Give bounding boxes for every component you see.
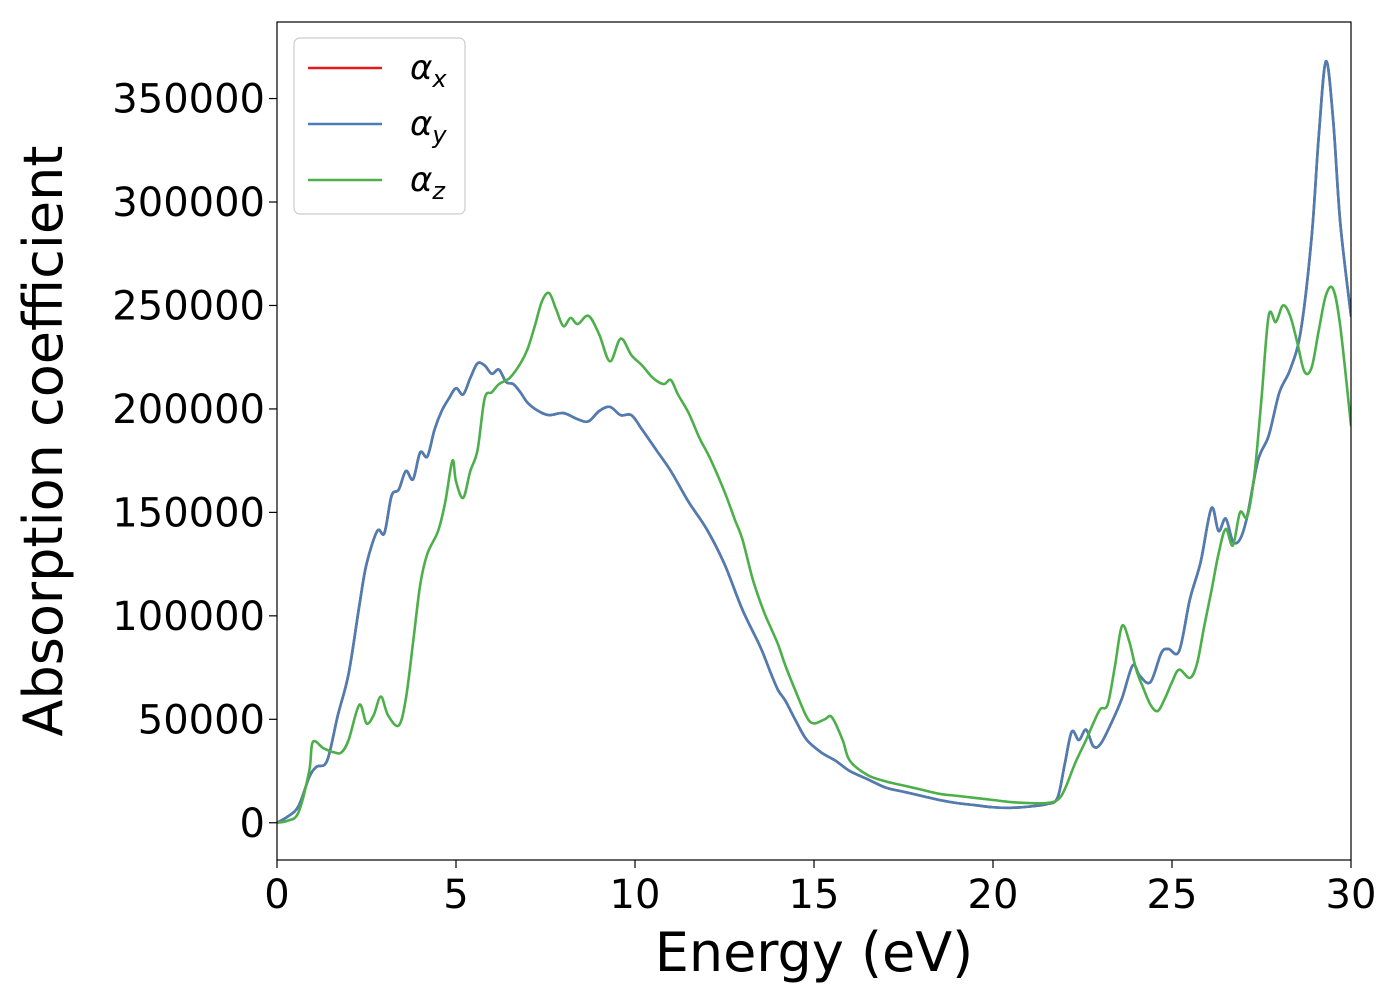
legend-label-x: αx [410, 48, 447, 93]
legend-label-symbol: α [410, 160, 432, 200]
legend-label-symbol: α [410, 48, 432, 88]
legend-label-z: αz [410, 160, 446, 205]
series-line-y [277, 60, 1351, 825]
legend-label-subscript: x [431, 65, 447, 93]
legend-label-subscript: y [431, 121, 447, 149]
x-axis: 0 5 10 15 20 25 30 [264, 860, 1376, 918]
y-tick-label: 350000 [112, 77, 265, 123]
legend-label-y: αy [410, 104, 447, 149]
y-axis-label: Absorption coefficient [12, 146, 75, 737]
x-tick-label: 25 [1147, 872, 1198, 918]
y-tick-label: 50000 [138, 697, 265, 743]
legend-label-symbol: α [410, 104, 432, 144]
legend-box [293, 37, 466, 215]
x-tick-label: 30 [1326, 872, 1377, 918]
series-layer [277, 60, 1351, 825]
series-line-z [277, 285, 1351, 825]
y-tick-label: 200000 [112, 387, 265, 433]
x-tick-label: 15 [789, 872, 840, 918]
legend-label-subscript: z [431, 177, 446, 205]
x-tick-label: 20 [968, 872, 1019, 918]
x-tick-label: 0 [264, 872, 289, 918]
x-axis-label: Energy (eV) [655, 921, 974, 984]
x-tick-label: 10 [610, 872, 661, 918]
y-tick-label: 150000 [112, 490, 265, 536]
y-tick-label: 0 [240, 801, 265, 847]
y-tick-label: 100000 [112, 594, 265, 640]
y-tick-label: 250000 [112, 283, 265, 329]
y-tick-label: 300000 [112, 180, 265, 226]
y-axis: 0 50000 100000 150000 200000 250000 300000 3500… [112, 77, 277, 847]
x-tick-label: 5 [443, 872, 468, 918]
